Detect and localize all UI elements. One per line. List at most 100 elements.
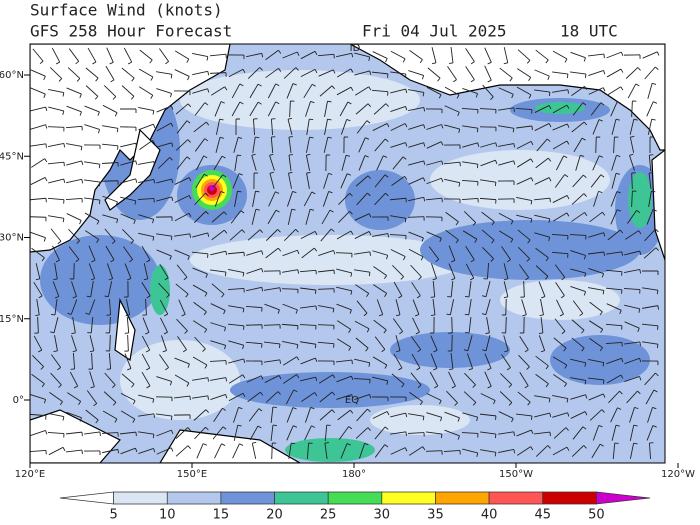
barb	[462, 412, 478, 418]
barb-flag	[583, 445, 587, 449]
barb-flag	[183, 276, 188, 281]
barb	[552, 395, 568, 399]
barb-flag	[617, 407, 622, 410]
barb-flag	[349, 211, 353, 215]
barb-flag	[629, 153, 634, 156]
barb	[373, 284, 387, 294]
barb-flag	[347, 101, 352, 105]
barb	[193, 211, 207, 223]
barb	[228, 392, 244, 402]
barb	[625, 230, 639, 240]
barb	[498, 212, 514, 222]
barb-flag	[494, 182, 497, 187]
barb	[300, 68, 316, 78]
barb	[391, 373, 405, 385]
barb	[479, 413, 497, 417]
barb-flag	[495, 160, 498, 165]
barb-flag	[524, 385, 529, 389]
barb	[481, 229, 495, 241]
barb	[246, 250, 262, 256]
barb	[517, 229, 531, 241]
barb-flag	[655, 228, 659, 233]
barb	[588, 87, 604, 95]
barb	[120, 178, 136, 184]
barb	[139, 49, 153, 61]
barb	[48, 142, 64, 148]
barb	[428, 246, 440, 260]
barb-flag	[313, 247, 318, 252]
barb-flag	[67, 312, 72, 315]
barb	[355, 175, 369, 187]
barb	[606, 86, 622, 96]
barb	[517, 446, 531, 456]
barb	[175, 427, 189, 439]
barb	[503, 335, 509, 351]
barb-flag	[469, 277, 474, 281]
barb	[249, 425, 259, 441]
colorbar-segment	[113, 491, 168, 505]
barb-flag	[566, 398, 569, 403]
barb	[85, 85, 99, 97]
barb-flag	[419, 59, 423, 64]
barb	[570, 268, 586, 274]
barb	[481, 211, 495, 223]
barb	[84, 212, 100, 222]
barb	[540, 299, 544, 315]
barb	[30, 87, 46, 95]
barb-flag	[97, 129, 101, 134]
barb-flag	[621, 358, 624, 363]
barb-flag	[240, 210, 245, 214]
barb	[88, 245, 96, 261]
barb	[101, 432, 119, 434]
barb-flag	[207, 71, 210, 76]
barb	[324, 424, 328, 442]
barb-flag	[599, 311, 603, 316]
barb-flag	[401, 383, 405, 388]
barb	[50, 354, 62, 368]
barb	[54, 299, 58, 315]
barb-flag	[203, 155, 208, 159]
barb-flag	[90, 386, 95, 389]
lon-label: 180°	[342, 469, 366, 480]
barb-flag	[269, 171, 274, 174]
barb-flag	[296, 51, 300, 56]
barb	[88, 299, 96, 315]
barb	[176, 156, 188, 170]
barb	[30, 177, 46, 185]
barb-flag	[582, 102, 587, 106]
barb-flag	[563, 347, 567, 352]
colorbar-label: 10	[159, 508, 176, 523]
barb	[213, 155, 223, 171]
barb-flag	[653, 101, 658, 104]
barb	[648, 173, 652, 189]
barb	[36, 299, 40, 315]
barb	[551, 251, 569, 255]
barb	[613, 136, 615, 154]
barb	[354, 394, 370, 400]
barb	[156, 88, 172, 94]
barb	[484, 371, 492, 387]
barb-flag	[207, 232, 210, 237]
barb	[465, 48, 475, 62]
barb-flag	[365, 347, 369, 352]
barb	[516, 197, 532, 201]
barb-flag	[90, 278, 95, 281]
barb	[354, 213, 370, 221]
barb-flag	[241, 229, 245, 233]
barb	[356, 408, 368, 422]
colorbar-label: 25	[320, 508, 337, 523]
barb-flag	[152, 236, 155, 241]
barb-flag	[181, 313, 186, 317]
barb	[390, 431, 406, 435]
barb	[47, 432, 65, 434]
barb-flag	[506, 367, 511, 371]
barb	[48, 412, 64, 418]
barb-flag	[510, 220, 514, 225]
barb-flag	[530, 446, 534, 451]
barb-flag	[311, 83, 316, 87]
barb	[625, 67, 639, 79]
barb-flag	[602, 393, 606, 398]
barb	[30, 413, 47, 417]
barb	[35, 263, 41, 279]
